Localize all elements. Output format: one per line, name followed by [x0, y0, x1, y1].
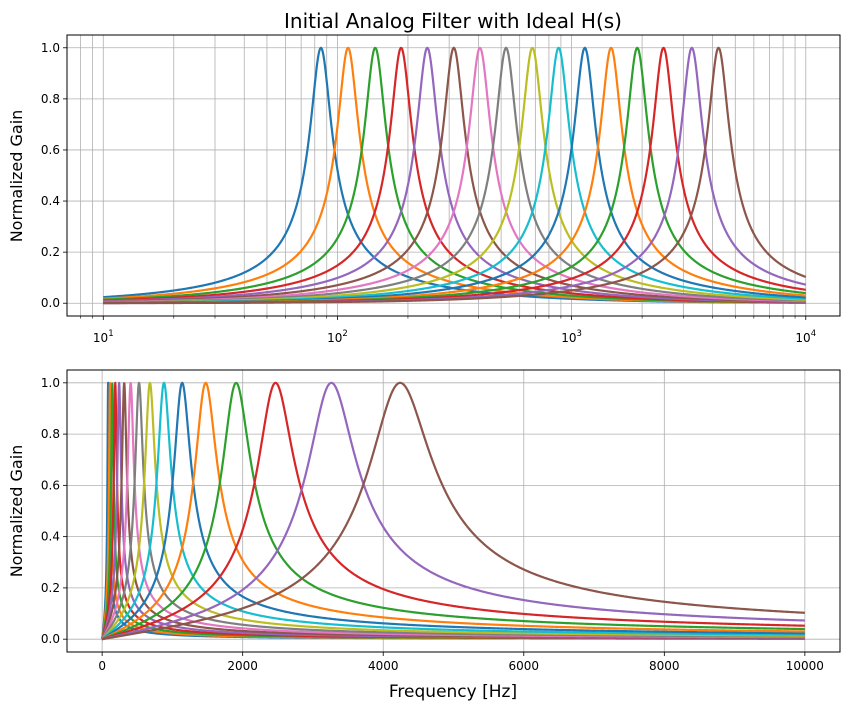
- bottom-series-line-10: [101, 381, 805, 641]
- bottom-series-line-9: [101, 381, 805, 641]
- top-axes: 101 102 103 104 0.0 0.2 0.4 0.6 0.8 1.0 Initial …: [7, 9, 841, 345]
- bottom-axes-frame: [66, 369, 841, 653]
- bottom-x-tick-label: 8000: [649, 659, 680, 673]
- top-x-ticks: 101 102 103 104: [80, 316, 816, 345]
- bottom-x-tick-label: 4000: [368, 659, 399, 673]
- bottom-y-axis-label: Normalized Gain: [7, 445, 26, 578]
- bottom-x-tick-label: 0: [98, 659, 106, 673]
- bottom-y-tick-label: 1.0: [41, 376, 60, 390]
- top-y-axis-label: Normalized Gain: [7, 110, 26, 243]
- bottom-x-tick-label: 10000: [786, 659, 824, 673]
- bottom-axes: 0 2000 4000 6000 8000 10000 0.0 0.2 0.4 0.6 0.8 1.…: [7, 369, 841, 702]
- bottom-y-tick-label: 0.2: [41, 581, 60, 595]
- top-x-tick-label: 101: [93, 329, 114, 345]
- top-series-group: [102, 46, 807, 305]
- top-axes-frame: [66, 34, 841, 317]
- bottom-grid: [67, 370, 840, 652]
- top-y-ticks: 0.0 0.2 0.4 0.6 0.8 1.0: [41, 41, 67, 310]
- bottom-y-ticks: 0.0 0.2 0.4 0.6 0.8 1.0: [41, 376, 67, 646]
- top-y-tick-label: 0.4: [41, 194, 60, 208]
- top-x-tick-label: 104: [795, 329, 816, 345]
- bottom-x-ticks: 0 2000 4000 6000 8000 10000: [98, 652, 824, 673]
- top-y-tick-label: 0.6: [41, 143, 60, 157]
- bottom-y-tick-label: 0.0: [41, 632, 60, 646]
- top-series-line-5: [102, 46, 807, 304]
- bottom-x-tick-label: 6000: [508, 659, 539, 673]
- top-y-tick-label: 0.8: [41, 92, 60, 106]
- bottom-series-line-14: [101, 381, 805, 641]
- top-chart-title: Initial Analog Filter with Ideal H(s): [284, 9, 622, 33]
- top-series-line-16: [102, 46, 807, 305]
- bottom-y-tick-label: 0.6: [41, 478, 60, 492]
- bottom-series-line-16: [101, 381, 805, 641]
- bottom-series-line-8: [101, 381, 805, 641]
- top-x-tick-label: 102: [327, 329, 348, 345]
- bottom-x-tick-label: 2000: [227, 659, 258, 673]
- bottom-y-tick-label: 0.8: [41, 427, 60, 441]
- top-y-tick-label: 0.2: [41, 245, 60, 259]
- top-series-line-6: [102, 46, 807, 303]
- top-x-tick-label: 103: [561, 329, 582, 345]
- bottom-x-axis-label: Frequency [Hz]: [389, 682, 517, 702]
- bottom-series-line-13: [101, 381, 805, 641]
- bottom-series-line-11: [101, 381, 805, 641]
- top-y-tick-label: 0.0: [41, 296, 60, 310]
- bottom-y-tick-label: 0.4: [41, 530, 60, 544]
- top-y-tick-label: 1.0: [41, 41, 60, 55]
- bottom-series-group: [101, 381, 805, 641]
